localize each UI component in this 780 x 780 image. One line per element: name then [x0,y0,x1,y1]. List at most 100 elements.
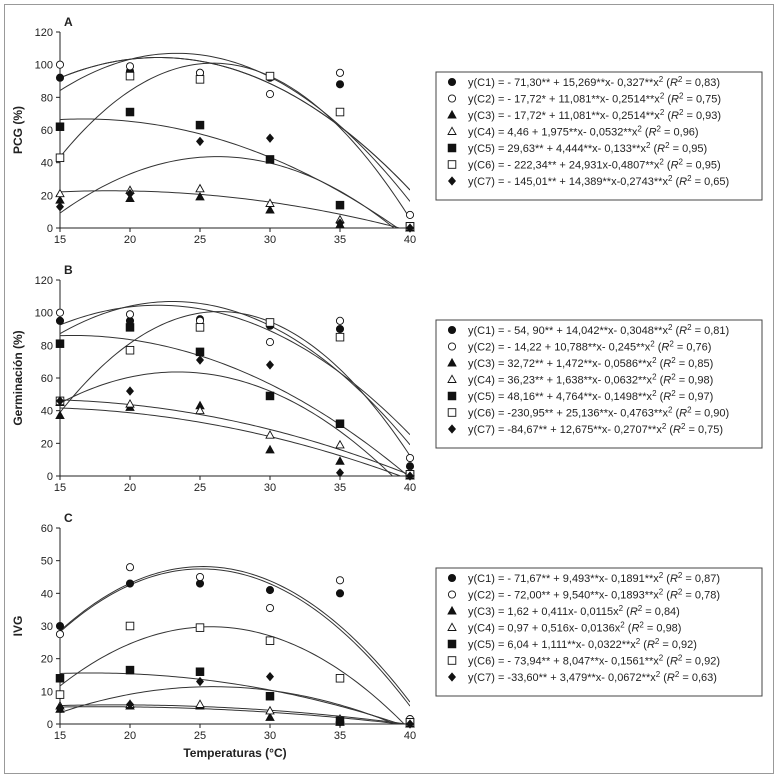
x-tick-label: 15 [54,730,66,742]
y-tick-label: 100 [35,308,53,320]
legend-marker-c3 [447,605,457,615]
fit-curve-c4 [60,190,402,228]
legend-equation-c5: y(C5) = 6,04 + 1,111**x- 0,0322**x2 (R2 … [468,637,697,651]
point-c3 [265,204,275,214]
point-c7 [126,386,134,396]
legend-equation-c3: y(C3) = 1,62 + 0,411x- 0,0115x2 (R2 = 0,… [468,604,680,618]
legend-marker-c4 [447,126,457,135]
x-tick-label: 35 [334,234,346,246]
legend-equation-c2: y(C2) = - 17,72* + 11,081**x- 0,2514**x2… [468,92,721,106]
legend-marker-c2 [447,590,457,599]
point-c1 [55,316,65,325]
point-c5 [195,347,205,357]
fit-curve-c5 [60,334,409,476]
y-tick-label: 80 [41,92,53,104]
point-c1 [265,586,275,595]
legend-equation-c5: y(C5) = 48,16** + 4,764**x- 0,1498**x2 (… [468,389,713,403]
point-c3 [265,712,275,721]
fit-curve-c4 [60,399,410,476]
panel-label: C [64,511,73,525]
point-c6 [55,153,65,163]
point-c7 [196,676,204,687]
point-c5 [195,120,205,130]
point-c2 [55,60,65,69]
legend-equation-c3: y(C3) = 32,72** + 1,472**x- 0,0586**x2 (… [468,356,713,370]
legend-equation-c7: y(C7) = -84,67** + 12,675**x- 0,2707**x2… [468,422,723,436]
point-c4 [265,430,275,439]
fit-curve-c3 [60,57,410,191]
legend-marker-c2 [447,94,457,103]
point-c7 [406,223,414,233]
y-axis-label: IVG [11,616,25,637]
legend-equation-c6: y(C6) = - 222,34** + 24,931x-0,4807**x2 … [468,158,721,172]
x-tick-label: 30 [264,482,276,494]
legend-box [435,567,763,697]
point-c1 [335,324,345,334]
point-c5 [265,155,275,164]
fit-curve-c6 [60,62,410,219]
legend-marker-c7 [448,424,456,434]
y-tick-label: 10 [41,686,53,698]
point-c1 [125,579,135,588]
point-c4 [265,198,275,207]
legend-equation-c4: y(C4) = 4,46 + 1,975**x- 0,0532**x2 (R2 … [468,125,699,139]
point-c2 [125,62,135,71]
legend-marker-c6 [447,656,457,665]
y-tick-label: 0 [47,223,53,235]
fit-curve-c2 [60,566,410,703]
legend-equation-c6: y(C6) = -230,95** + 25,136**x- 0,4763**x… [468,406,729,420]
panel-a: A 0 20 40 60 80 100 120 15 20 25 30 35 40 PCG (%) y(C1)… [11,15,763,246]
legend-equation-c4: y(C4) = 0,97 + 0,516x- 0,0136x2 (R2 = 0,… [468,621,681,635]
point-c6 [125,621,135,631]
legend-box [435,71,763,201]
point-c7 [336,717,344,728]
point-c5 [335,200,345,210]
point-c3 [265,444,275,454]
point-c2 [405,210,415,219]
point-c2 [335,576,345,585]
point-c4 [195,405,205,415]
legend-marker-c6 [447,160,457,169]
legend-equation-c2: y(C2) = - 72,00** + 9,540**x- 0,1893**x2… [468,588,720,602]
y-tick-label: 60 [41,373,53,385]
point-c6 [265,71,275,81]
point-c5 [125,323,135,332]
point-c4 [55,188,65,198]
y-tick-label: 120 [35,275,53,287]
point-c3 [335,456,345,465]
point-c6 [265,636,275,645]
legend-equation-c6: y(C6) = - 73,94** + 8,047**x- 0,1561**x2… [468,654,720,668]
x-tick-label: 20 [124,730,136,742]
legend-equation-c1: y(C1) = - 71,30** + 15,269**x- 0,327**x2… [468,75,720,89]
legend-marker-c1 [447,573,457,583]
point-c6 [125,71,135,81]
point-c6 [335,332,345,342]
point-c7 [56,202,64,212]
point-c6 [335,674,345,683]
fit-curve-c7 [60,371,394,476]
x-tick-label: 25 [194,482,206,494]
point-c7 [336,218,344,228]
point-c5 [195,667,205,676]
y-tick-label: 50 [41,556,53,568]
x-tick-label: 25 [194,234,206,246]
legend-marker-c3 [447,357,457,367]
fit-curve-c5 [60,118,399,228]
point-c6 [265,318,275,327]
point-c6 [195,323,205,332]
point-c7 [266,671,274,682]
y-tick-label: 0 [47,719,53,731]
point-c7 [126,189,134,199]
legend-marker-c7 [448,176,456,186]
point-c7 [266,360,274,370]
y-tick-label: 100 [35,60,53,72]
y-tick-label: 0 [47,471,53,483]
y-tick-label: 20 [41,654,53,666]
point-c2 [55,308,65,317]
legend-equation-c7: y(C7) = -33,60** + 3,479**x- 0,0672**x2 … [468,670,717,684]
legend-equation-c7: y(C7) = - 145,01** + 14,389**x-0,2743**x… [468,174,729,188]
x-tick-label: 30 [264,234,276,246]
point-c2 [335,316,345,325]
point-c4 [195,699,205,708]
